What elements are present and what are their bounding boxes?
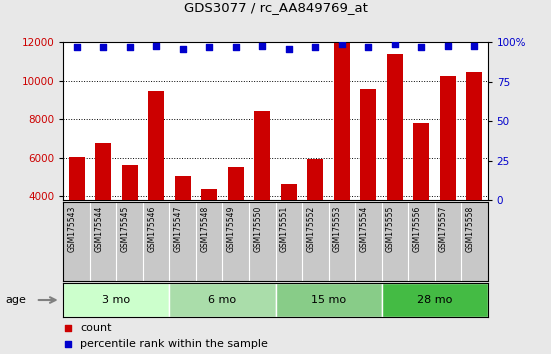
Text: GSM175549: GSM175549 — [226, 206, 236, 252]
Text: GSM175543: GSM175543 — [68, 206, 77, 252]
Point — [125, 44, 134, 50]
Bar — [440, 76, 456, 273]
Text: GSM175555: GSM175555 — [386, 206, 395, 252]
Bar — [360, 89, 376, 273]
Text: GSM175547: GSM175547 — [174, 206, 183, 252]
Point — [72, 44, 81, 50]
Text: GSM175556: GSM175556 — [412, 206, 422, 252]
Text: GSM175554: GSM175554 — [359, 206, 368, 252]
Bar — [307, 159, 323, 273]
Point — [99, 44, 107, 50]
Point — [284, 46, 293, 52]
Point — [179, 46, 187, 52]
Point — [391, 41, 399, 47]
Point — [258, 43, 267, 48]
Text: GSM175551: GSM175551 — [280, 206, 289, 252]
Text: GSM175552: GSM175552 — [306, 206, 315, 252]
Bar — [381, 283, 488, 317]
Text: GSM175557: GSM175557 — [439, 206, 448, 252]
Text: GSM175558: GSM175558 — [466, 206, 474, 252]
Point — [311, 44, 320, 50]
Point — [364, 44, 372, 50]
Point — [417, 44, 426, 50]
Point — [231, 44, 240, 50]
Bar — [95, 143, 111, 273]
Point — [205, 44, 214, 50]
Text: 3 mo: 3 mo — [102, 295, 131, 305]
Point — [444, 43, 452, 48]
Text: GSM175546: GSM175546 — [147, 206, 156, 252]
Text: age: age — [6, 295, 26, 305]
Point — [63, 341, 72, 347]
Bar — [466, 72, 482, 273]
Text: GSM175548: GSM175548 — [200, 206, 209, 252]
Text: GDS3077 / rc_AA849769_at: GDS3077 / rc_AA849769_at — [183, 1, 368, 14]
Point — [152, 43, 160, 48]
Bar — [170, 283, 276, 317]
Bar — [201, 189, 217, 273]
Text: percentile rank within the sample: percentile rank within the sample — [80, 339, 268, 349]
Bar — [276, 283, 381, 317]
Bar — [334, 44, 350, 273]
Text: 28 mo: 28 mo — [417, 295, 452, 305]
Bar — [413, 123, 429, 273]
Text: 15 mo: 15 mo — [311, 295, 346, 305]
Bar — [228, 167, 244, 273]
Text: count: count — [80, 322, 112, 332]
Bar — [175, 176, 191, 273]
Point — [337, 41, 346, 47]
Text: GSM175545: GSM175545 — [121, 206, 129, 252]
Bar — [69, 158, 84, 273]
Text: GSM175544: GSM175544 — [94, 206, 103, 252]
Bar — [148, 91, 164, 273]
Bar — [387, 54, 403, 273]
Text: GSM175553: GSM175553 — [333, 206, 342, 252]
Bar — [122, 165, 138, 273]
Bar — [281, 184, 296, 273]
Point — [63, 325, 72, 330]
Bar — [254, 111, 270, 273]
Text: 6 mo: 6 mo — [208, 295, 236, 305]
Text: GSM175550: GSM175550 — [253, 206, 262, 252]
Bar — [63, 283, 170, 317]
Point — [470, 43, 479, 48]
